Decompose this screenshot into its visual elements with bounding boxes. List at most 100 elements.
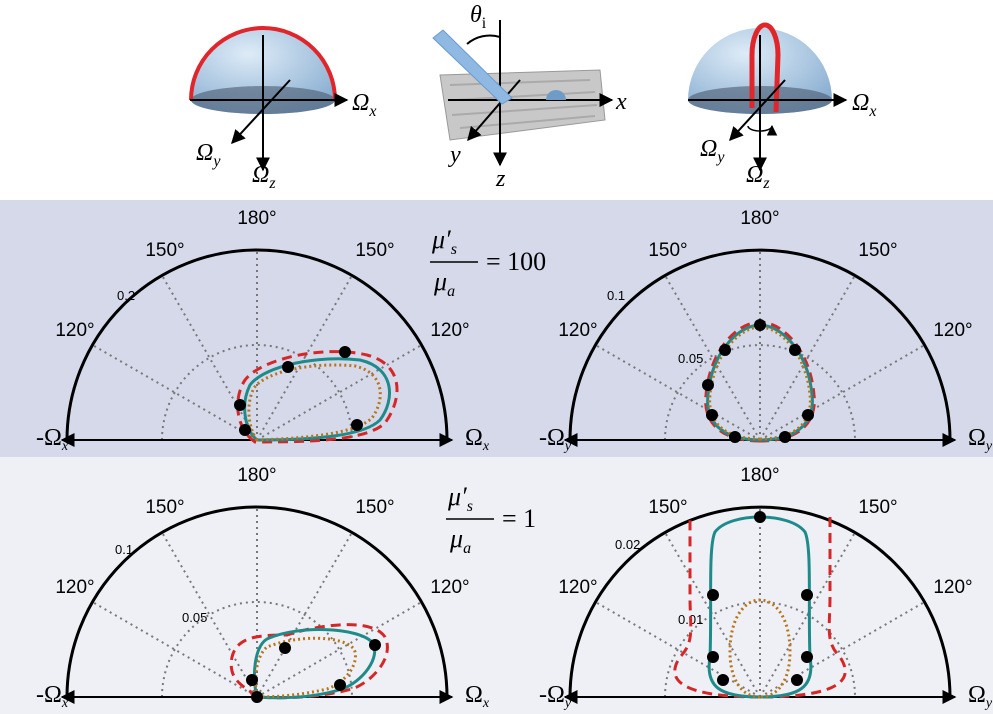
radial-tick-label: 0.05 xyxy=(678,351,703,366)
svg-text:μ′s: μ′s xyxy=(431,225,457,258)
axis-label: -Ωy xyxy=(539,682,572,711)
angle-label: 150° xyxy=(355,497,394,518)
curve-orange-dotted xyxy=(247,363,382,442)
axis-label: -Ωx xyxy=(36,425,69,454)
radial-grid-line xyxy=(664,531,761,698)
axis-label: Ωx xyxy=(465,425,490,454)
curves xyxy=(673,511,847,699)
radial-grid-line xyxy=(161,531,258,698)
axis-label: Ωx xyxy=(352,90,376,120)
measurement-dot xyxy=(239,424,251,436)
outer-ring xyxy=(568,505,952,698)
measurement-dot xyxy=(702,379,714,391)
axis-label: x xyxy=(615,89,627,115)
measurement-dot xyxy=(251,691,263,703)
angle-label: 150° xyxy=(858,497,897,518)
measurement-dot xyxy=(801,651,813,663)
axis-label: Ωx xyxy=(852,90,876,120)
panel-bg xyxy=(0,200,993,457)
inner-ring xyxy=(161,601,353,698)
measurement-dot xyxy=(791,674,803,686)
curves xyxy=(234,346,399,444)
curve-orange-dotted xyxy=(728,598,792,699)
axis-label: Ωx xyxy=(465,682,490,711)
radial-grid-line xyxy=(594,601,761,698)
measurement-dot xyxy=(334,679,346,691)
measurement-dot xyxy=(707,651,719,663)
polar-plot: 180° 150° 150° 120° 120° 0.1 0.05 -Ωx Ωx xyxy=(36,465,490,711)
axis-label: Ωy xyxy=(700,136,725,166)
axis-label: Ωy xyxy=(196,140,221,170)
angle-label: 150° xyxy=(648,497,687,518)
curve-orange-dotted xyxy=(254,636,357,699)
measurement-dot xyxy=(801,589,813,601)
radial-grid-line xyxy=(91,601,258,698)
svg-text:= 1: = 1 xyxy=(502,504,536,533)
angle-label: 180° xyxy=(740,208,779,229)
measurement-dot xyxy=(369,639,381,651)
radial-grid-line xyxy=(256,531,353,698)
measurement-dot xyxy=(282,361,294,373)
curve-red-dashed xyxy=(673,517,847,699)
polar-plot: 180°150° 150°120° 120°0.020.01-Ωy Ωy xyxy=(539,465,993,711)
outer-ring xyxy=(568,248,952,441)
polar-plot: 180° 150° 150° 120° 120° 0.1 0.05 -Ωy Ωy xyxy=(539,208,993,454)
inner-ring xyxy=(664,601,856,698)
curve-red-dashed xyxy=(236,350,399,444)
angle-label: 120° xyxy=(933,320,972,341)
measurement-dot xyxy=(719,344,731,356)
axis-label: Ωy xyxy=(968,682,993,711)
radial-tick-label: 0.2 xyxy=(117,288,135,303)
axis-label: y xyxy=(448,142,461,168)
inner-ring xyxy=(161,344,353,441)
ratio-annotation: μ′s μa = 100 xyxy=(430,225,546,300)
svg-text:μ′s: μ′s xyxy=(447,482,473,515)
hemisphere-diagram xyxy=(189,26,349,172)
svg-text:= 100: = 100 xyxy=(486,247,546,276)
inner-ring xyxy=(664,344,856,441)
angle-label: 120° xyxy=(55,577,94,598)
radial-grid-line xyxy=(759,274,856,441)
radial-grid-line xyxy=(256,601,423,698)
angle-label: 150° xyxy=(355,240,394,261)
radial-grid-line xyxy=(594,344,761,441)
radial-grid-line xyxy=(256,344,423,441)
measurement-dot xyxy=(279,642,291,654)
curve-red-dashed xyxy=(229,623,389,700)
measurement-dot xyxy=(754,511,766,523)
curves xyxy=(702,319,816,443)
angle-label: 120° xyxy=(933,577,972,598)
radial-grid-line xyxy=(759,344,926,441)
angle-label: 120° xyxy=(55,320,94,341)
hemisphere-diagram xyxy=(688,22,848,172)
radial-grid-line xyxy=(256,274,353,441)
polar-plot: 180° 150° 150° 120° 120° 0.2 -Ωx Ωx xyxy=(36,208,490,454)
plane-diagram xyxy=(432,20,614,167)
angle-label: 180° xyxy=(740,465,779,486)
measurement-dot xyxy=(789,344,801,356)
measurement-dot xyxy=(234,399,246,411)
axis-label: z xyxy=(495,166,506,192)
measurement-dot xyxy=(779,431,791,443)
radial-tick-label: 0.1 xyxy=(607,288,625,303)
angle-label: 150° xyxy=(858,240,897,261)
curve-teal xyxy=(243,357,392,442)
axis-label: Ωy xyxy=(968,425,993,454)
angle-label: 120° xyxy=(558,320,597,341)
angle-label: 180° xyxy=(237,208,276,229)
outer-ring xyxy=(65,505,449,698)
radial-grid-line xyxy=(91,344,258,441)
angle-label: 150° xyxy=(145,497,184,518)
angle-label: 180° xyxy=(237,465,276,486)
axis-label: Ωz xyxy=(252,162,276,192)
radial-grid-line xyxy=(759,601,926,698)
ratio-annotation: μ′s μa = 1 xyxy=(446,482,536,557)
radial-tick-label: 0.1 xyxy=(115,542,133,557)
radial-grid-line xyxy=(759,531,856,698)
angle-label: 120° xyxy=(558,577,597,598)
measurement-dot xyxy=(707,589,719,601)
axis-label: Ωz xyxy=(746,162,770,192)
measurement-dot xyxy=(351,419,363,431)
angle-label: 120° xyxy=(430,320,469,341)
